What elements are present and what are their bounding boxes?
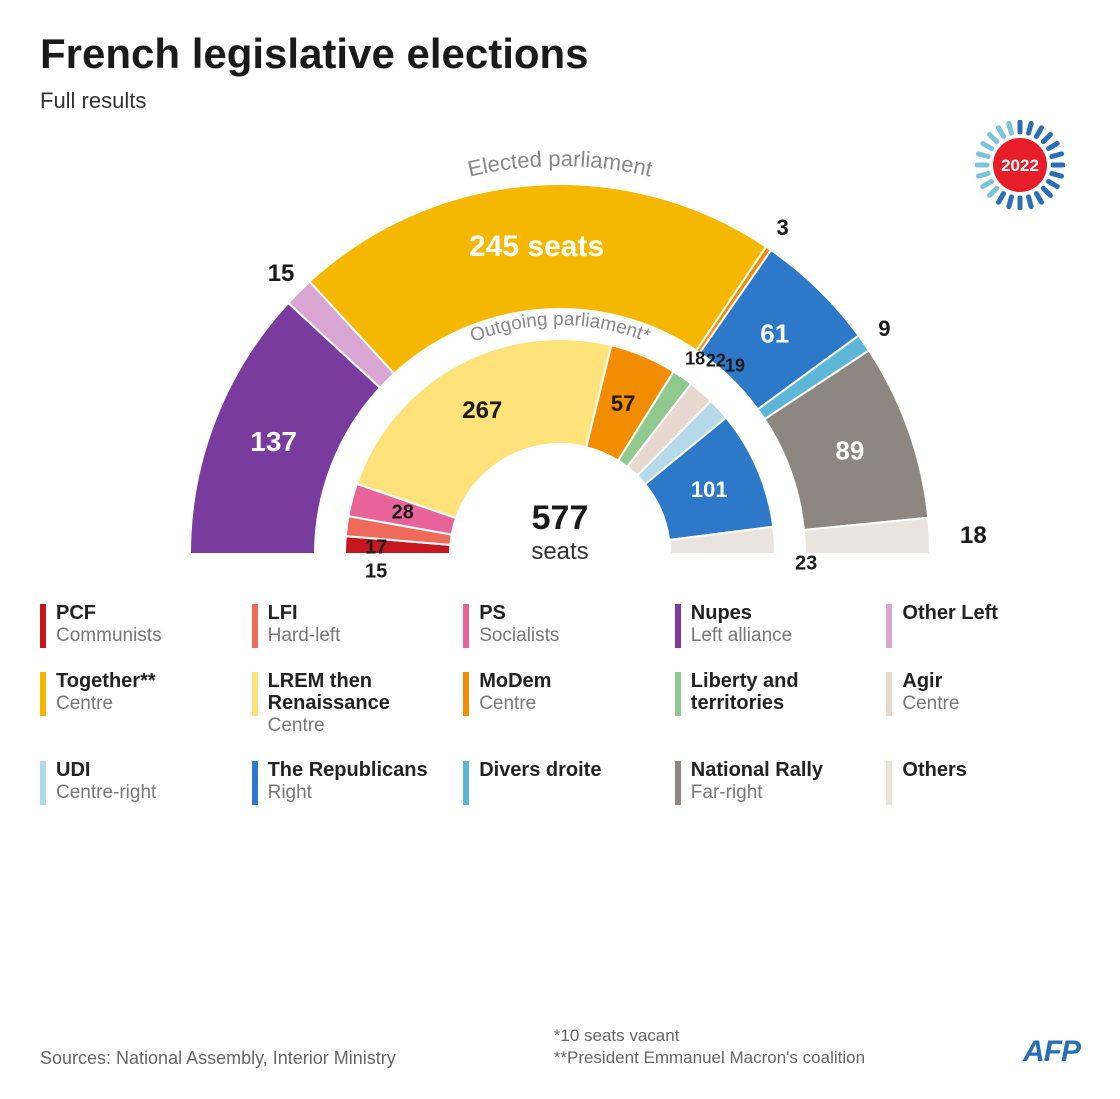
legend-swatch bbox=[252, 761, 258, 805]
legend-text: Together** Centre bbox=[56, 670, 156, 715]
legend: PCF Communists LFI Hard-left PS Socialis… bbox=[40, 602, 1080, 805]
legend-text: LFI Hard-left bbox=[268, 602, 341, 647]
legend-swatch bbox=[40, 761, 46, 805]
legend-name: Others bbox=[902, 759, 966, 781]
legend-item: Others bbox=[886, 759, 1080, 805]
svg-text:Elected parliament: Elected parliament bbox=[465, 146, 654, 182]
legend-name: Together** bbox=[56, 670, 156, 692]
legend-item: UDI Centre-right bbox=[40, 759, 234, 805]
legend-swatch bbox=[886, 604, 892, 648]
legend-desc: Far-right bbox=[691, 782, 823, 804]
legend-name: Divers droite bbox=[479, 759, 601, 781]
legend-item: National Rally Far-right bbox=[675, 759, 869, 805]
legend-desc: Socialists bbox=[479, 625, 559, 647]
legend-name: Nupes bbox=[691, 602, 792, 624]
legend-name: LREM then Renaissance bbox=[268, 670, 446, 714]
legend-text: Liberty and territories bbox=[691, 670, 869, 714]
legend-name: PS bbox=[479, 602, 559, 624]
legend-swatch bbox=[40, 604, 46, 648]
legend-name: Other Left bbox=[902, 602, 998, 624]
legend-swatch bbox=[463, 672, 469, 716]
legend-name: The Republicans bbox=[268, 759, 428, 781]
legend-text: Others bbox=[902, 759, 966, 781]
chart-subtitle: Full results bbox=[40, 88, 1080, 114]
legend-swatch bbox=[886, 672, 892, 716]
total-seats-number: 577 bbox=[531, 499, 588, 538]
legend-text: Divers droite bbox=[479, 759, 601, 781]
legend-swatch bbox=[40, 672, 46, 716]
footnote-2: **President Emmanuel Macron's coalition bbox=[554, 1047, 865, 1069]
legend-text: MoDem Centre bbox=[479, 670, 551, 715]
legend-swatch bbox=[463, 761, 469, 805]
legend-text: Nupes Left alliance bbox=[691, 602, 792, 647]
legend-item: MoDem Centre bbox=[463, 670, 657, 737]
legend-swatch bbox=[675, 604, 681, 648]
legend-desc: Centre bbox=[902, 693, 959, 715]
total-seats-word: seats bbox=[531, 538, 588, 566]
legend-desc: Right bbox=[268, 782, 428, 804]
legend-text: The Republicans Right bbox=[268, 759, 428, 804]
legend-text: Other Left bbox=[902, 602, 998, 624]
afp-logo: AFP bbox=[1023, 1035, 1080, 1069]
legend-item: Together** Centre bbox=[40, 670, 234, 737]
legend-text: LREM then Renaissance Centre bbox=[268, 670, 446, 737]
legend-item: LREM then Renaissance Centre bbox=[252, 670, 446, 737]
legend-desc: Centre bbox=[268, 715, 446, 737]
legend-text: PCF Communists bbox=[56, 602, 162, 647]
legend-item: The Republicans Right bbox=[252, 759, 446, 805]
legend-desc: Centre bbox=[56, 693, 156, 715]
chart-title: French legislative elections bbox=[40, 30, 1080, 78]
legend-swatch bbox=[675, 761, 681, 805]
legend-desc: Centre bbox=[479, 693, 551, 715]
legend-swatch bbox=[252, 672, 258, 716]
legend-item: Divers droite bbox=[463, 759, 657, 805]
legend-text: National Rally Far-right bbox=[691, 759, 823, 804]
sources-text: Sources: National Assembly, Interior Min… bbox=[40, 1048, 396, 1069]
legend-name: UDI bbox=[56, 759, 156, 781]
legend-text: PS Socialists bbox=[479, 602, 559, 647]
legend-name: PCF bbox=[56, 602, 162, 624]
legend-desc: Communists bbox=[56, 625, 162, 647]
legend-swatch bbox=[886, 761, 892, 805]
legend-item: Other Left bbox=[886, 602, 1080, 648]
legend-item: PS Socialists bbox=[463, 602, 657, 648]
legend-swatch bbox=[463, 604, 469, 648]
legend-name: National Rally bbox=[691, 759, 823, 781]
legend-name: LFI bbox=[268, 602, 341, 624]
legend-name: MoDem bbox=[479, 670, 551, 692]
legend-desc: Hard-left bbox=[268, 625, 341, 647]
footer: Sources: National Assembly, Interior Min… bbox=[40, 1025, 1080, 1069]
legend-name: Liberty and territories bbox=[691, 670, 869, 714]
legend-item: Nupes Left alliance bbox=[675, 602, 869, 648]
legend-name: Agir bbox=[902, 670, 959, 692]
legend-swatch bbox=[675, 672, 681, 716]
legend-swatch bbox=[252, 604, 258, 648]
infographic-container: French legislative elections Full result… bbox=[0, 0, 1120, 1099]
hemicycle-chart: Elected parliamentOutgoing parliament* 1… bbox=[40, 124, 1080, 574]
legend-item: LFI Hard-left bbox=[252, 602, 446, 648]
footnote-1: *10 seats vacant bbox=[554, 1025, 865, 1047]
footnotes: *10 seats vacant **President Emmanuel Ma… bbox=[554, 1025, 865, 1069]
legend-desc: Left alliance bbox=[691, 625, 792, 647]
total-seats: 577 seats bbox=[531, 499, 588, 566]
legend-desc: Centre-right bbox=[56, 782, 156, 804]
legend-item: Agir Centre bbox=[886, 670, 1080, 737]
legend-text: Agir Centre bbox=[902, 670, 959, 715]
legend-item: Liberty and territories bbox=[675, 670, 869, 737]
legend-text: UDI Centre-right bbox=[56, 759, 156, 804]
legend-item: PCF Communists bbox=[40, 602, 234, 648]
